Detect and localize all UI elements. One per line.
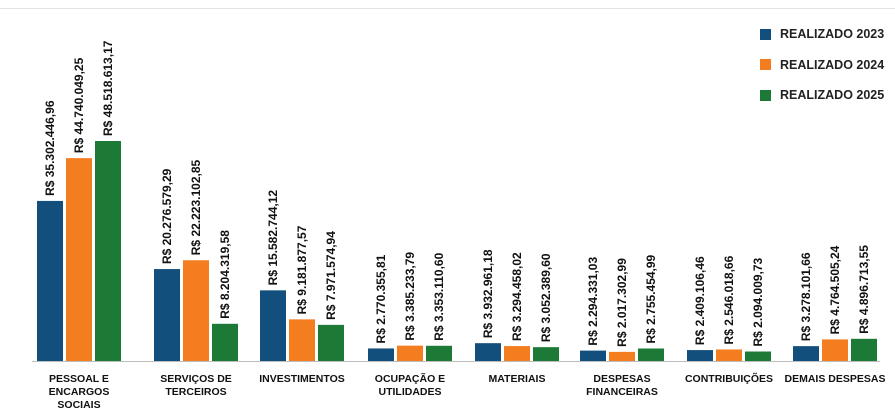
category-label-4: MATERIAIS [489, 373, 546, 385]
category-label-line: DESPESAS [593, 373, 650, 385]
bar-0-2[interactable] [260, 290, 286, 361]
legend-label-2024: REALIZADO 2024 [780, 57, 885, 72]
bar-0-5[interactable] [580, 350, 606, 361]
bar-0-0[interactable] [37, 200, 63, 361]
bar-2-0[interactable] [95, 141, 121, 361]
data-label-2-2: R$ 7.971.574,94 [324, 231, 338, 320]
bar-2-3[interactable] [426, 345, 452, 361]
legend-label-2023: REALIZADO 2023 [780, 27, 885, 41]
bar-0-7[interactable] [793, 346, 819, 361]
data-label-1-6: R$ 2.546.018,66 [722, 255, 736, 344]
category-label-line: OCUPAÇÃO E [375, 372, 445, 385]
bar-1-5[interactable] [609, 351, 635, 361]
data-label-2-7: R$ 4.896.713,55 [857, 245, 871, 334]
data-label-2-5: R$ 2.755.454,99 [644, 254, 658, 343]
data-label-2-4: R$ 3.052.389,60 [539, 253, 553, 342]
category-label-line: CONTRIBUIÇÕES [685, 372, 773, 385]
bar-1-4[interactable] [504, 346, 530, 361]
data-label-0-3: R$ 2.770.355,81 [374, 254, 388, 343]
data-label-0-0: R$ 35.302.446,96 [43, 100, 57, 196]
bar-2-2[interactable] [318, 324, 344, 361]
bar-0-3[interactable] [368, 348, 394, 361]
category-label-line: MATERIAIS [489, 373, 546, 385]
data-label-1-4: R$ 3.294.458,02 [510, 252, 524, 341]
category-label-7: DEMAIS DESPESAS [785, 373, 886, 385]
bar-1-0[interactable] [66, 158, 92, 361]
bar-2-1[interactable] [212, 323, 238, 361]
category-label-line: SOCIAIS [57, 399, 100, 411]
bar-0-1[interactable] [154, 269, 180, 361]
data-label-2-6: R$ 2.094.009,73 [751, 257, 765, 346]
bar-1-1[interactable] [183, 260, 209, 361]
category-label-2: INVESTIMENTOS [259, 373, 345, 385]
bar-1-6[interactable] [716, 349, 742, 361]
data-label-1-5: R$ 2.017.302,99 [615, 258, 629, 347]
category-label-6: CONTRIBUIÇÕES [685, 372, 773, 385]
legend-swatch-2023 [760, 28, 771, 40]
data-label-0-6: R$ 2.409.106,46 [693, 256, 707, 345]
data-label-1-0: R$ 44.740.049,25 [72, 57, 86, 153]
bar-0-4[interactable] [475, 343, 501, 361]
data-label-2-1: R$ 8.204.319,58 [218, 230, 232, 319]
category-label-3: OCUPAÇÃO E UTILIDADES [375, 372, 445, 398]
bar-1-3[interactable] [397, 345, 423, 361]
legend: REALIZADO 2023 REALIZADO 2024 REALIZADO … [760, 26, 884, 118]
category-label-line: UTILIDADES [379, 386, 442, 398]
data-label-1-1: R$ 22.223.102,85 [189, 159, 203, 255]
category-label-5: DESPESAS FINANCEIRAS [586, 373, 658, 398]
bar-1-2[interactable] [289, 319, 315, 361]
category-label-line: PESSOAL E [49, 373, 109, 385]
legend-swatch-2024 [760, 59, 771, 70]
bar-1-7[interactable] [822, 339, 848, 361]
data-label-1-2: R$ 9.181.877,57 [295, 225, 309, 314]
data-label-1-7: R$ 4.764.505,24 [828, 245, 842, 334]
category-label-line: DEMAIS DESPESAS [785, 373, 886, 385]
top-divider [0, 8, 895, 9]
category-label-0: PESSOAL E ENCARGOS SOCIAIS [49, 373, 110, 411]
data-label-0-4: R$ 3.932.961,18 [481, 249, 495, 338]
category-label-1: SERVIÇOS DE TERCEIROS [160, 373, 232, 398]
data-label-0-2: R$ 15.582.744,12 [266, 190, 280, 286]
legend-item-2025[interactable]: REALIZADO 2025 [760, 87, 884, 103]
category-label-line: INVESTIMENTOS [259, 373, 345, 385]
data-label-0-7: R$ 3.278.101,66 [799, 252, 813, 341]
legend-swatch-2025 [760, 89, 771, 101]
bar-2-4[interactable] [533, 347, 559, 361]
category-label-line: FINANCEIRAS [586, 386, 658, 398]
data-label-1-3: R$ 3.385.233,79 [403, 252, 417, 341]
category-label-line: TERCEIROS [165, 386, 226, 398]
category-label-line: SERVIÇOS DE [160, 373, 232, 385]
data-label-2-0: R$ 48.518.613,17 [101, 40, 115, 136]
category-label-line: ENCARGOS [49, 386, 110, 398]
data-label-2-3: R$ 3.353.110,60 [432, 252, 446, 340]
bar-0-6[interactable] [687, 350, 713, 361]
bar-2-6[interactable] [745, 351, 771, 361]
bar-2-7[interactable] [851, 338, 877, 361]
data-label-0-5: R$ 2.294.331,03 [586, 257, 600, 346]
bar-2-5[interactable] [638, 348, 664, 361]
legend-label-2025: REALIZADO 2025 [780, 88, 885, 102]
data-label-0-1: R$ 20.276.579,29 [160, 168, 174, 264]
legend-item-2023[interactable]: REALIZADO 2023 [760, 26, 884, 42]
legend-item-2024[interactable]: REALIZADO 2024 [760, 57, 884, 73]
